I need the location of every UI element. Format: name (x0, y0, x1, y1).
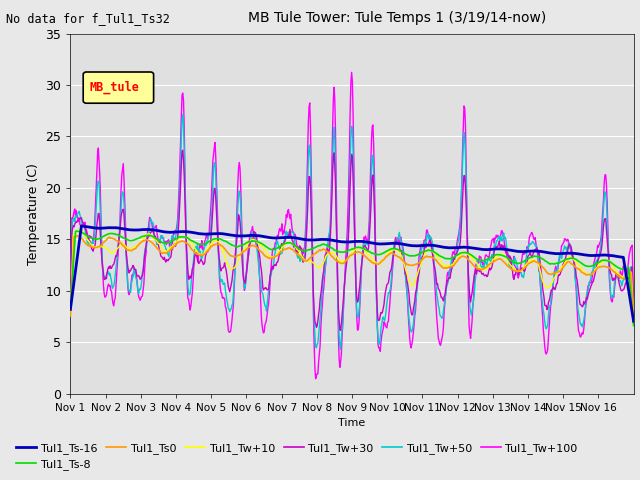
Y-axis label: Temperature (C): Temperature (C) (27, 163, 40, 264)
Title: MB Tule Tower: Tule Temps 1 (3/19/14-now): MB Tule Tower: Tule Temps 1 (3/19/14-now… (248, 11, 546, 24)
Legend: Tul1_Ts-16, Tul1_Ts-8, Tul1_Ts0, Tul1_Tw+10, Tul1_Tw+30, Tul1_Tw+50, Tul1_Tw+100: Tul1_Ts-16, Tul1_Ts-8, Tul1_Ts0, Tul1_Tw… (12, 438, 582, 474)
Text: MB_tule: MB_tule (90, 81, 140, 94)
X-axis label: Time: Time (339, 418, 365, 428)
Text: No data for f_Tul1_Ts32: No data for f_Tul1_Ts32 (6, 12, 170, 25)
